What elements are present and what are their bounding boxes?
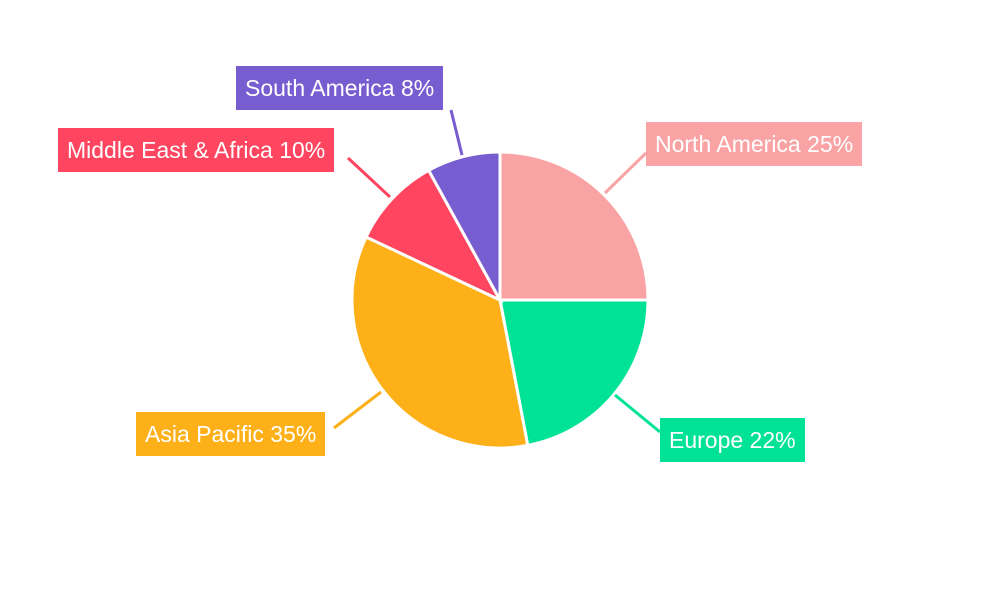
pie-slice-middle-east-africa[interactable] xyxy=(364,168,504,304)
data-label: North America 25% xyxy=(646,122,863,166)
leader-line xyxy=(346,156,392,199)
data-label: Asia Pacific 35% xyxy=(136,412,326,456)
data-label: South America 8% xyxy=(236,66,444,110)
pie-slice-europe[interactable] xyxy=(498,298,650,448)
pie-slice-south-america[interactable] xyxy=(426,150,502,301)
data-label: Middle East & Africa 10% xyxy=(58,128,335,172)
pie-slice-north-america[interactable] xyxy=(498,150,650,302)
leader-line xyxy=(333,390,382,430)
data-label: Europe 22% xyxy=(660,418,805,462)
leader-line xyxy=(603,151,648,195)
pie-slice-asia-pacific[interactable] xyxy=(350,234,530,450)
leader-line xyxy=(449,109,464,156)
leader-line xyxy=(614,393,661,434)
